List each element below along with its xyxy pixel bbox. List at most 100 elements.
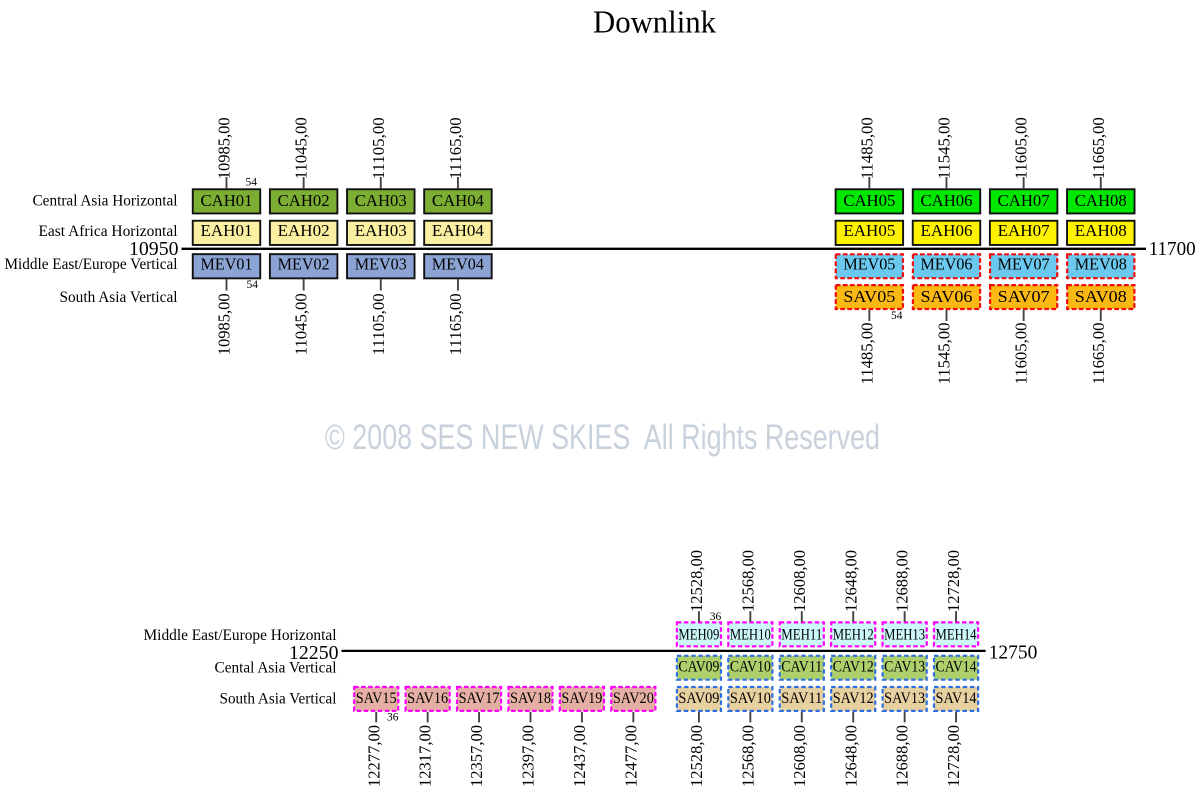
svg-text:EAH05: EAH05	[843, 221, 895, 240]
svg-text:CAH05: CAH05	[843, 191, 895, 210]
svg-text:East Africa Horizontal: East Africa Horizontal	[39, 223, 179, 240]
svg-text:SAV18: SAV18	[510, 690, 551, 707]
svg-text:SAV13: SAV13	[884, 690, 925, 707]
svg-text:11605,00: 11605,00	[1012, 117, 1031, 179]
svg-text:12750: 12750	[989, 642, 1038, 664]
svg-text:Cental Asia Vertical: Cental Asia Vertical	[215, 660, 338, 677]
svg-text:CAV14: CAV14	[936, 659, 977, 676]
svg-text:MEH12: MEH12	[833, 627, 874, 644]
svg-text:SAV19: SAV19	[561, 690, 602, 707]
svg-text:12437,00: 12437,00	[570, 725, 589, 787]
svg-text:12688,00: 12688,00	[893, 725, 912, 787]
svg-text:12568,00: 12568,00	[738, 725, 757, 787]
svg-text:MEH10: MEH10	[730, 627, 771, 644]
svg-text:12250: 12250	[289, 642, 339, 664]
svg-text:Central Asia Horizontal: Central Asia Horizontal	[33, 192, 179, 209]
svg-text:SAV17: SAV17	[459, 690, 500, 707]
svg-text:CAH01: CAH01	[201, 191, 253, 210]
svg-text:MEV02: MEV02	[278, 255, 330, 274]
svg-text:SAV10: SAV10	[730, 690, 771, 707]
svg-text:Downlink: Downlink	[593, 4, 716, 40]
svg-text:MEV07: MEV07	[998, 255, 1050, 274]
svg-text:MEV05: MEV05	[843, 255, 895, 274]
svg-text:12568,00: 12568,00	[738, 550, 757, 612]
svg-text:SAV06: SAV06	[920, 287, 972, 306]
svg-text:MEV06: MEV06	[920, 255, 972, 274]
svg-text:SAV09: SAV09	[678, 690, 719, 707]
svg-text:12688,00: 12688,00	[893, 550, 912, 612]
svg-text:12357,00: 12357,00	[467, 725, 486, 787]
svg-text:SAV20: SAV20	[613, 690, 654, 707]
svg-text:SAV14: SAV14	[936, 690, 977, 707]
svg-text:MEV03: MEV03	[355, 255, 407, 274]
svg-text:12648,00: 12648,00	[841, 725, 860, 787]
svg-text:11485,00: 11485,00	[857, 117, 876, 179]
svg-text:12528,00: 12528,00	[687, 550, 706, 612]
svg-text:MEV04: MEV04	[432, 255, 484, 274]
svg-text:11665,00: 11665,00	[1089, 117, 1108, 179]
svg-text:12608,00: 12608,00	[790, 550, 809, 612]
svg-text:© 2008 SES NEW SKIES All Righ: © 2008 SES NEW SKIES All Rights Reserved	[325, 418, 880, 457]
svg-text:11545,00: 11545,00	[935, 323, 954, 385]
svg-text:CAV13: CAV13	[884, 659, 925, 676]
svg-text:Middle East/Europe Vertical: Middle East/Europe Vertical	[5, 256, 179, 273]
svg-text:SAV05: SAV05	[843, 287, 895, 306]
svg-text:11665,00: 11665,00	[1089, 323, 1108, 385]
svg-text:11165,00: 11165,00	[446, 293, 465, 355]
svg-text:36: 36	[387, 712, 399, 724]
svg-text:12528,00: 12528,00	[687, 725, 706, 787]
svg-text:10985,00: 10985,00	[215, 293, 234, 355]
svg-text:CAH08: CAH08	[1075, 191, 1127, 210]
svg-text:CAH03: CAH03	[355, 191, 407, 210]
svg-text:South Asia Vertical: South Asia Vertical	[60, 289, 179, 306]
svg-text:12317,00: 12317,00	[416, 725, 435, 787]
svg-text:12608,00: 12608,00	[790, 725, 809, 787]
svg-text:EAH01: EAH01	[201, 221, 253, 240]
svg-text:11045,00: 11045,00	[292, 117, 311, 179]
svg-text:MEV01: MEV01	[201, 255, 253, 274]
svg-text:11165,00: 11165,00	[446, 117, 465, 179]
svg-text:11105,00: 11105,00	[369, 293, 388, 355]
svg-text:11700: 11700	[1149, 238, 1196, 260]
svg-text:11485,00: 11485,00	[857, 323, 876, 385]
svg-text:MEV08: MEV08	[1075, 255, 1127, 274]
svg-text:SAV08: SAV08	[1075, 287, 1127, 306]
svg-text:SAV12: SAV12	[833, 690, 874, 707]
svg-text:54: 54	[891, 310, 903, 322]
svg-text:11105,00: 11105,00	[369, 117, 388, 179]
svg-text:EAH07: EAH07	[998, 221, 1050, 240]
svg-text:12397,00: 12397,00	[519, 725, 538, 787]
svg-text:SAV07: SAV07	[998, 287, 1051, 306]
svg-text:11045,00: 11045,00	[292, 293, 311, 355]
svg-text:SAV11: SAV11	[781, 690, 822, 707]
svg-text:36: 36	[710, 611, 722, 623]
svg-text:CAV12: CAV12	[833, 659, 874, 676]
svg-text:12277,00: 12277,00	[364, 725, 383, 787]
svg-text:CAH06: CAH06	[920, 191, 972, 210]
svg-text:MEH13: MEH13	[884, 627, 925, 644]
svg-text:10985,00: 10985,00	[215, 117, 234, 179]
svg-text:EAH08: EAH08	[1075, 221, 1127, 240]
svg-text:SAV16: SAV16	[407, 690, 448, 707]
svg-text:11605,00: 11605,00	[1012, 323, 1031, 385]
svg-text:MEH14: MEH14	[936, 627, 977, 644]
svg-text:CAH02: CAH02	[278, 191, 330, 210]
svg-text:MEH11: MEH11	[781, 627, 822, 644]
svg-text:12728,00: 12728,00	[944, 725, 963, 787]
svg-text:10950: 10950	[129, 238, 179, 260]
svg-text:54: 54	[246, 177, 258, 189]
svg-text:CAV11: CAV11	[781, 659, 822, 676]
svg-text:EAH04: EAH04	[432, 221, 484, 240]
svg-text:54: 54	[247, 279, 259, 291]
svg-text:11545,00: 11545,00	[935, 117, 954, 179]
svg-text:12728,00: 12728,00	[944, 550, 963, 612]
svg-text:12648,00: 12648,00	[841, 550, 860, 612]
svg-text:MEH09: MEH09	[678, 627, 719, 644]
svg-text:EAH03: EAH03	[355, 221, 407, 240]
svg-text:CAH04: CAH04	[432, 191, 484, 210]
svg-text:EAH06: EAH06	[920, 221, 972, 240]
svg-text:EAH02: EAH02	[278, 221, 330, 240]
svg-text:SAV15: SAV15	[356, 690, 397, 707]
svg-text:CAV10: CAV10	[730, 659, 771, 676]
svg-text:12477,00: 12477,00	[621, 725, 640, 787]
